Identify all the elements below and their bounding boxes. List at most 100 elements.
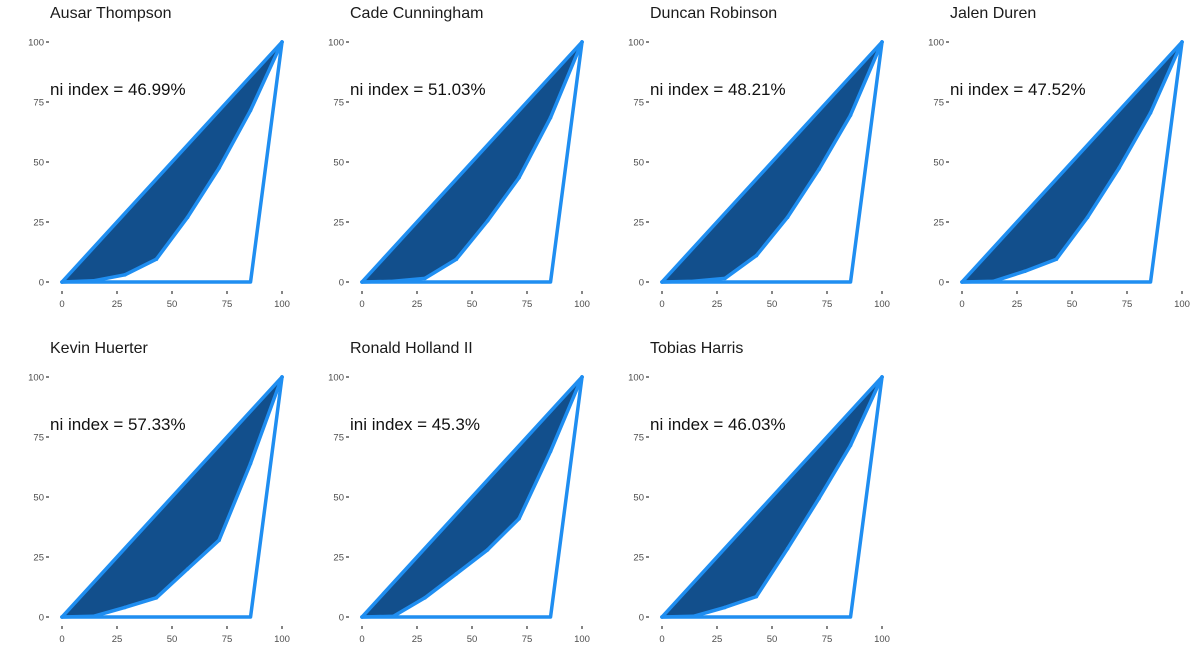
equality-line <box>360 375 584 619</box>
y-tick-label: 50 <box>633 158 644 169</box>
lorenz-point <box>123 273 127 277</box>
y-tick-label: 25 <box>933 218 944 229</box>
y-tick-label: 0 <box>39 613 44 624</box>
x-tick-label: 100 <box>1174 299 1190 310</box>
y-tick-label: 100 <box>628 38 644 49</box>
x-tick-label: 75 <box>222 634 233 645</box>
inequality-line <box>660 375 884 619</box>
lorenz-point <box>580 375 584 379</box>
x-tick-label: 75 <box>1122 299 1133 310</box>
lorenz-point <box>91 279 96 283</box>
x-tick-label: 50 <box>167 299 178 310</box>
x-tick-label: 25 <box>112 299 123 310</box>
y-tick-label: 0 <box>339 278 344 289</box>
x-tick-label: 50 <box>1067 299 1078 310</box>
lorenz-point <box>991 279 996 284</box>
x-tick-label: 100 <box>874 634 890 645</box>
y-tick-label: 25 <box>333 553 344 564</box>
lorenz-point <box>391 614 396 619</box>
lorenz-point <box>423 276 427 281</box>
lorenz-point <box>154 596 159 600</box>
inequality-line <box>60 375 284 619</box>
lorenz-point <box>248 108 253 113</box>
lorenz-point <box>848 113 853 117</box>
x-tick-label: 75 <box>822 299 833 310</box>
lorenz-point <box>691 614 696 619</box>
x-tick-label: 50 <box>467 634 478 645</box>
lorenz-point <box>185 215 190 219</box>
y-tick-label: 100 <box>28 38 44 49</box>
x-tick-label: 25 <box>412 634 423 645</box>
x-tick-label: 25 <box>712 634 723 645</box>
lorenz-point <box>360 615 364 619</box>
lorenz-point <box>217 166 221 170</box>
lorenz-curve <box>960 40 1184 284</box>
lorenz-point <box>817 167 821 171</box>
lorenz-point <box>60 280 64 284</box>
y-tick-label: 0 <box>39 278 44 289</box>
inequality-line <box>660 40 884 284</box>
lorenz-point <box>723 605 727 610</box>
panel-1: Ausar Thompson 0 25 50 75 100 0 25 50 75 100 ni ind… <box>28 5 290 310</box>
lorenz-point <box>1023 269 1027 274</box>
y-tick-label: 50 <box>633 493 644 504</box>
inequality-line <box>960 40 1184 284</box>
x-tick-label: 0 <box>59 299 64 310</box>
panel-title: Kevin Huerter <box>50 340 148 357</box>
equality-line <box>360 40 584 284</box>
y-tick-label: 25 <box>633 218 644 229</box>
lorenz-curve <box>660 375 884 619</box>
x-tick-label: 100 <box>274 299 290 310</box>
lorenz-point <box>848 443 853 448</box>
y-tick-label: 100 <box>928 38 944 49</box>
inequality-line <box>360 375 584 619</box>
lorenz-curve <box>60 375 284 619</box>
panel-title: Cade Cunningham <box>350 5 483 22</box>
y-tick-label: 0 <box>639 613 644 624</box>
lorenz-point <box>185 567 190 571</box>
y-tick-label: 0 <box>939 278 944 289</box>
equality-line <box>660 375 884 619</box>
lorenz-point <box>485 219 490 223</box>
equality-line <box>60 375 284 619</box>
lorenz-point <box>817 496 821 501</box>
x-tick-label: 0 <box>359 299 364 310</box>
lorenz-point <box>548 115 553 120</box>
x-tick-label: 50 <box>767 299 778 310</box>
x-tick-label: 100 <box>574 299 590 310</box>
lorenz-point <box>785 215 790 219</box>
x-tick-label: 25 <box>112 634 123 645</box>
y-tick-label: 100 <box>328 373 344 384</box>
lorenz-point <box>1148 111 1153 115</box>
x-tick-label: 0 <box>659 634 664 645</box>
y-tick-label: 50 <box>333 493 344 504</box>
panel-title: Tobias Harris <box>650 340 743 357</box>
y-tick-label: 25 <box>333 218 344 229</box>
lorenz-point <box>880 375 884 379</box>
x-tick-label: 75 <box>822 634 833 645</box>
lorenz-point <box>723 276 727 281</box>
gini-annotation: ni index = 47.52% <box>950 80 1086 99</box>
lorenz-point <box>1085 215 1090 219</box>
panel-title: Jalen Duren <box>950 5 1036 22</box>
x-tick-label: 50 <box>467 299 478 310</box>
panel-5: Kevin Huerter 0 25 50 75 100 0 25 50 75 100 ni inde… <box>28 340 290 645</box>
x-tick-label: 100 <box>274 634 290 645</box>
lorenz-point <box>280 40 284 44</box>
y-tick-label: 25 <box>33 218 44 229</box>
y-tick-label: 75 <box>633 433 644 444</box>
y-tick-label: 50 <box>33 493 44 504</box>
x-tick-label: 0 <box>659 299 664 310</box>
lorenz-point <box>660 615 664 619</box>
inequality-line <box>60 40 284 284</box>
panel-title: Ronald Holland II <box>350 340 473 357</box>
gini-annotation: ni index = 46.99% <box>50 80 186 99</box>
y-tick-label: 75 <box>633 98 644 109</box>
y-tick-label: 50 <box>933 158 944 169</box>
x-tick-label: 75 <box>522 299 533 310</box>
panel-3: Duncan Robinson 0 25 50 75 100 0 25 50 75 100 ni in… <box>628 5 890 310</box>
lorenz-point <box>154 257 159 262</box>
lorenz-point <box>660 280 664 284</box>
y-tick-label: 75 <box>933 98 944 109</box>
lorenz-point <box>123 605 127 610</box>
